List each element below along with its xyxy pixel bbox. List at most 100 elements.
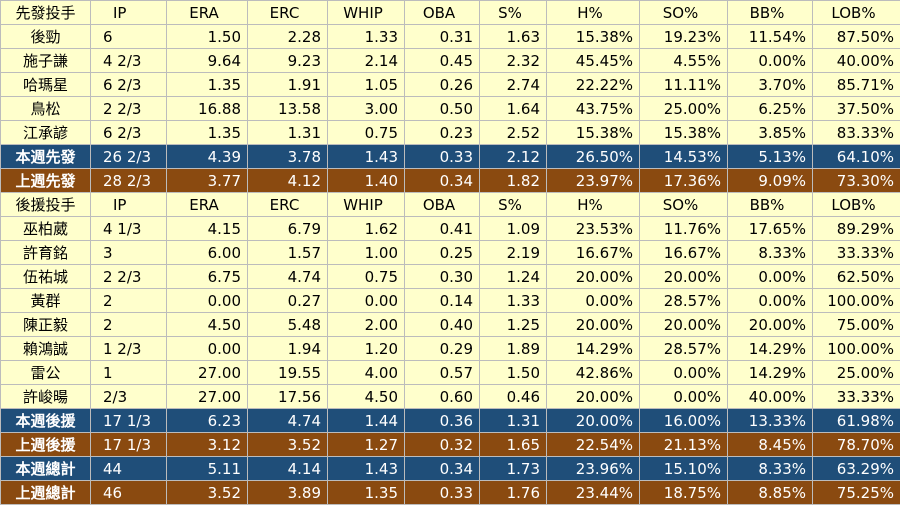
cell-erc: 0.27	[247, 288, 328, 313]
cell-whip: 1.35	[327, 480, 405, 505]
column-header-h-pct: H%	[546, 192, 640, 217]
cell-s-pct: 0.46	[479, 384, 547, 409]
column-header-ip: IP	[90, 0, 167, 25]
cell-s-pct: 2.19	[479, 240, 547, 265]
cell-name: 鳥松	[0, 96, 91, 121]
cell-bb-pct: 8.45%	[727, 432, 813, 457]
column-header-bb-pct: BB%	[727, 192, 813, 217]
cell-h-pct: 14.29%	[546, 336, 640, 361]
starter-row: 施子謙 4 2/3 9.64 9.23 2.14 0.45 2.32 45.45% 4.55% 0…	[0, 48, 900, 73]
cell-oba: 0.40	[404, 312, 480, 337]
cell-bb-pct: 8.33%	[727, 240, 813, 265]
cell-so-pct: 16.67%	[639, 240, 728, 265]
cell-era: 3.12	[166, 432, 248, 457]
cell-so-pct: 21.13%	[639, 432, 728, 457]
cell-h-pct: 20.00%	[546, 312, 640, 337]
column-header-ip: IP	[90, 192, 167, 217]
cell-h-pct: 22.22%	[546, 72, 640, 97]
cell-lob-pct: 75.00%	[812, 312, 900, 337]
cell-bb-pct: 14.29%	[727, 336, 813, 361]
cell-h-pct: 15.38%	[546, 120, 640, 145]
cell-oba: 0.23	[404, 120, 480, 145]
cell-ip: 2	[90, 288, 167, 313]
cell-name: 許育銘	[0, 240, 91, 265]
starters-this-week-row: 本週先發 26 2/3 4.39 3.78 1.43 0.33 2.12 26.50% 14.5…	[0, 144, 900, 169]
cell-erc: 4.12	[247, 168, 328, 193]
cell-lob-pct: 61.98%	[812, 408, 900, 433]
cell-name: 雷公	[0, 360, 91, 385]
reliever-row: 巫柏葳 4 1/3 4.15 6.79 1.62 0.41 1.09 23.53% 11.76%…	[0, 216, 900, 241]
cell-name: 上週總計	[0, 480, 91, 505]
cell-bb-pct: 9.09%	[727, 168, 813, 193]
cell-oba: 0.36	[404, 408, 480, 433]
cell-so-pct: 14.53%	[639, 144, 728, 169]
pitching-stats-table: 先發投手 IP ERA ERC WHIP OBA S% H% SO% BB% LOB% 後勁 6 1.50…	[0, 0, 900, 505]
cell-whip: 1.05	[327, 72, 405, 97]
cell-name: 上週先發	[0, 168, 91, 193]
cell-oba: 0.29	[404, 336, 480, 361]
cell-s-pct: 2.12	[479, 144, 547, 169]
cell-so-pct: 18.75%	[639, 480, 728, 505]
cell-erc: 1.31	[247, 120, 328, 145]
cell-era: 9.64	[166, 48, 248, 73]
cell-ip: 17 1/3	[90, 408, 167, 433]
starter-row: 後勁 6 1.50 2.28 1.33 0.31 1.63 15.38% 19.23% 11.54…	[0, 24, 900, 49]
reliever-row: 許峻暘 2/3 27.00 17.56 4.50 0.60 0.46 20.00% 0.00% 4…	[0, 384, 900, 409]
cell-lob-pct: 75.25%	[812, 480, 900, 505]
cell-whip: 1.00	[327, 240, 405, 265]
cell-erc: 1.94	[247, 336, 328, 361]
cell-ip: 4 2/3	[90, 48, 167, 73]
cell-erc: 13.58	[247, 96, 328, 121]
cell-name: 上週後援	[0, 432, 91, 457]
column-header-oba: OBA	[404, 0, 480, 25]
column-header-oba: OBA	[404, 192, 480, 217]
cell-s-pct: 2.74	[479, 72, 547, 97]
cell-so-pct: 17.36%	[639, 168, 728, 193]
cell-era: 1.35	[166, 120, 248, 145]
cell-era: 27.00	[166, 360, 248, 385]
cell-whip: 0.75	[327, 120, 405, 145]
column-header-era: ERA	[166, 0, 248, 25]
cell-s-pct: 1.89	[479, 336, 547, 361]
cell-lob-pct: 63.29%	[812, 456, 900, 481]
cell-bb-pct: 0.00%	[727, 264, 813, 289]
cell-oba: 0.34	[404, 456, 480, 481]
cell-so-pct: 0.00%	[639, 360, 728, 385]
cell-name: 伍祐城	[0, 264, 91, 289]
total-last-week-row: 上週總計 46 3.52 3.89 1.35 0.33 1.76 23.44% 18.75% 8.…	[0, 480, 900, 505]
cell-whip: 1.62	[327, 216, 405, 241]
cell-s-pct: 2.32	[479, 48, 547, 73]
cell-erc: 3.78	[247, 144, 328, 169]
column-header-whip: WHIP	[327, 0, 405, 25]
cell-oba: 0.34	[404, 168, 480, 193]
cell-so-pct: 11.11%	[639, 72, 728, 97]
cell-oba: 0.41	[404, 216, 480, 241]
cell-s-pct: 1.76	[479, 480, 547, 505]
cell-s-pct: 1.09	[479, 216, 547, 241]
cell-s-pct: 1.65	[479, 432, 547, 457]
cell-h-pct: 43.75%	[546, 96, 640, 121]
column-header-bb-pct: BB%	[727, 0, 813, 25]
relievers-last-week-row: 上週後援 17 1/3 3.12 3.52 1.27 0.32 1.65 22.54% 21.1…	[0, 432, 900, 457]
cell-name: 本週後援	[0, 408, 91, 433]
cell-era: 6.75	[166, 264, 248, 289]
cell-s-pct: 1.33	[479, 288, 547, 313]
cell-lob-pct: 37.50%	[812, 96, 900, 121]
cell-lob-pct: 25.00%	[812, 360, 900, 385]
cell-erc: 3.52	[247, 432, 328, 457]
cell-whip: 4.50	[327, 384, 405, 409]
cell-era: 1.35	[166, 72, 248, 97]
cell-bb-pct: 0.00%	[727, 48, 813, 73]
cell-name: 本週總計	[0, 456, 91, 481]
cell-erc: 1.91	[247, 72, 328, 97]
reliever-row: 陳正毅 2 4.50 5.48 2.00 0.40 1.25 20.00% 20.00% 20.0…	[0, 312, 900, 337]
cell-ip: 6	[90, 24, 167, 49]
cell-h-pct: 0.00%	[546, 288, 640, 313]
cell-so-pct: 28.57%	[639, 288, 728, 313]
cell-era: 4.15	[166, 216, 248, 241]
cell-h-pct: 45.45%	[546, 48, 640, 73]
column-header-erc: ERC	[247, 192, 328, 217]
cell-oba: 0.32	[404, 432, 480, 457]
cell-lob-pct: 33.33%	[812, 384, 900, 409]
cell-erc: 9.23	[247, 48, 328, 73]
